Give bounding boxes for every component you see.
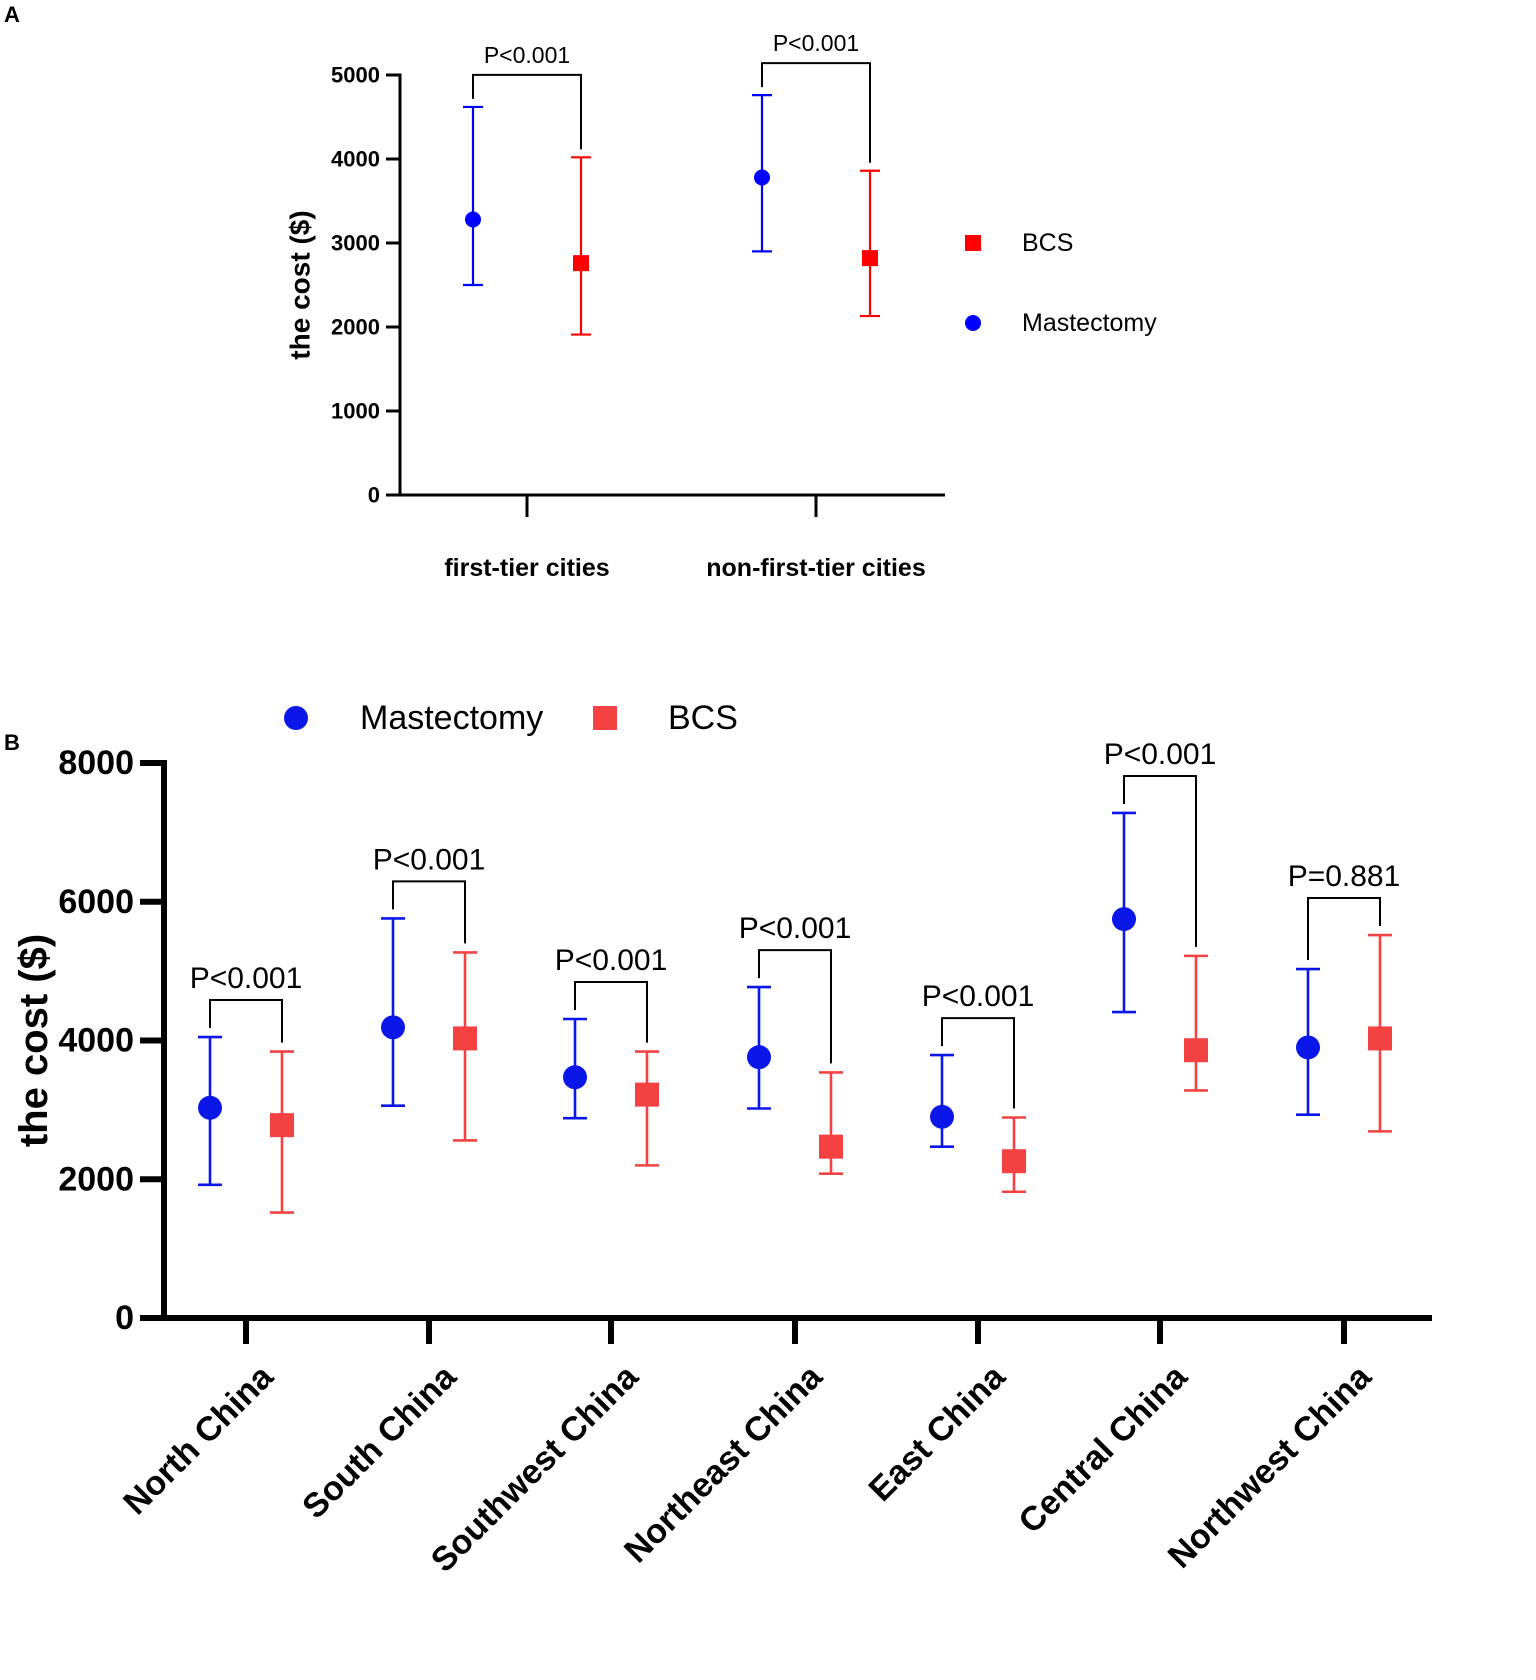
legend-marker-b-bcs: [593, 706, 617, 730]
data-point-a-bcs-first-tier-cities: [573, 255, 589, 272]
data-point-b-bcs-east-china: [1002, 1149, 1026, 1174]
p-value-label-a-first-tier-cities: P<0.001: [484, 42, 570, 68]
p-value-label-b-east-china: P<0.001: [922, 980, 1035, 1013]
significance-bracket-a-first-tier-cities: [472, 73, 582, 150]
y-axis-label-b: the cost ($): [12, 934, 56, 1147]
significance-bracket-b-central-china: [1123, 774, 1197, 947]
significance-bracket-b-north-china: [209, 999, 283, 1043]
data-point-b-mastectomy-east-china: [930, 1104, 954, 1129]
data-point-b-bcs-south-china: [453, 1026, 477, 1051]
p-value-label-b-central-china: P<0.001: [1104, 738, 1217, 771]
chart-b: 0 2000 4000 6000 8000 the cost ($) North China…: [12, 699, 1432, 1580]
x-tick-label-east-china: East China: [862, 1357, 1014, 1509]
chart-a: 0 1000 2000 3000 4000 5000 the cost ($) first-t…: [285, 30, 1158, 582]
p-value-label-b-north-china: P<0.001: [190, 962, 303, 995]
y-tick-label-b-2000: 2000: [58, 1160, 134, 1198]
p-value-label-a-non-first-tier-cities: P<0.001: [773, 30, 859, 56]
p-value-label-b-southwest-china: P<0.001: [555, 944, 668, 977]
data-point-a-mastectomy-first-tier-cities: [465, 211, 481, 228]
data-point-a-mastectomy-non-first-tier-cities: [754, 169, 770, 186]
significance-bracket-a-non-first-tier-cities: [761, 62, 871, 163]
legend-label-b-bcs: BCS: [668, 699, 738, 737]
significance-bracket-b-east-china: [941, 1017, 1015, 1109]
data-point-b-bcs-southwest-china: [635, 1082, 659, 1107]
y-tick-label-b-0: 0: [115, 1299, 134, 1337]
significance-bracket-b-southwest-china: [574, 980, 648, 1043]
x-tick-label-northwest-china: Northwest China: [1161, 1357, 1380, 1576]
data-point-b-bcs-central-china: [1184, 1038, 1208, 1063]
p-value-label-b-south-china: P<0.001: [373, 843, 486, 876]
significance-bracket-b-south-china: [392, 880, 466, 944]
y-tick-label-b-8000: 8000: [58, 744, 134, 782]
data-point-b-mastectomy-south-china: [381, 1015, 405, 1040]
x-tick-label-first-tier-cities: first-tier cities: [444, 554, 609, 582]
legend-label-a-mastectomy: Mastectomy: [1022, 309, 1157, 337]
y-tick-label-a-1000: 1000: [331, 399, 380, 424]
data-point-b-mastectomy-central-china: [1112, 907, 1136, 932]
x-tick-label-south-china: South China: [295, 1357, 464, 1526]
x-tick-label-northeast-china: Northeast China: [617, 1357, 830, 1570]
y-tick-label-a-4000: 4000: [331, 147, 380, 172]
legend-label-b-mastectomy: Mastectomy: [360, 699, 543, 737]
data-point-b-mastectomy-northeast-china: [747, 1045, 771, 1070]
x-tick-label-non-first-tier-cities: non-first-tier cities: [706, 554, 925, 582]
legend-label-a-bcs: BCS: [1022, 229, 1073, 257]
y-tick-label-a-0: 0: [368, 483, 380, 508]
y-tick-label-a-2000: 2000: [331, 315, 380, 340]
data-point-b-mastectomy-north-china: [198, 1095, 222, 1120]
y-tick-label-b-6000: 6000: [58, 883, 134, 921]
data-point-b-bcs-north-china: [270, 1113, 294, 1138]
legend-marker-a-mastectomy: [965, 315, 981, 331]
y-tick-label-a-3000: 3000: [331, 231, 380, 256]
data-point-b-bcs-northeast-china: [819, 1134, 843, 1159]
data-point-b-bcs-northwest-china: [1368, 1026, 1392, 1051]
data-point-b-mastectomy-southwest-china: [563, 1065, 587, 1090]
y-axis-label-a: the cost ($): [285, 210, 316, 359]
y-tick-label-a-5000: 5000: [331, 63, 380, 88]
panel-label-b: B: [4, 730, 20, 755]
x-tick-label-central-china: Central China: [1011, 1357, 1195, 1541]
y-tick-label-b-4000: 4000: [58, 1022, 134, 1060]
p-value-label-b-northwest-china: P=0.881: [1288, 860, 1401, 893]
legend-marker-a-bcs: [965, 235, 981, 251]
significance-bracket-b-northeast-china: [758, 949, 832, 1064]
data-point-a-bcs-non-first-tier-cities: [862, 250, 878, 267]
panel-label-a: A: [4, 2, 20, 27]
legend-marker-b-mastectomy: [284, 706, 308, 730]
significance-bracket-b-northwest-china: [1307, 897, 1381, 961]
data-point-b-mastectomy-northwest-china: [1296, 1035, 1320, 1060]
p-value-label-b-northeast-china: P<0.001: [739, 912, 852, 945]
x-tick-label-north-china: North China: [116, 1357, 281, 1522]
